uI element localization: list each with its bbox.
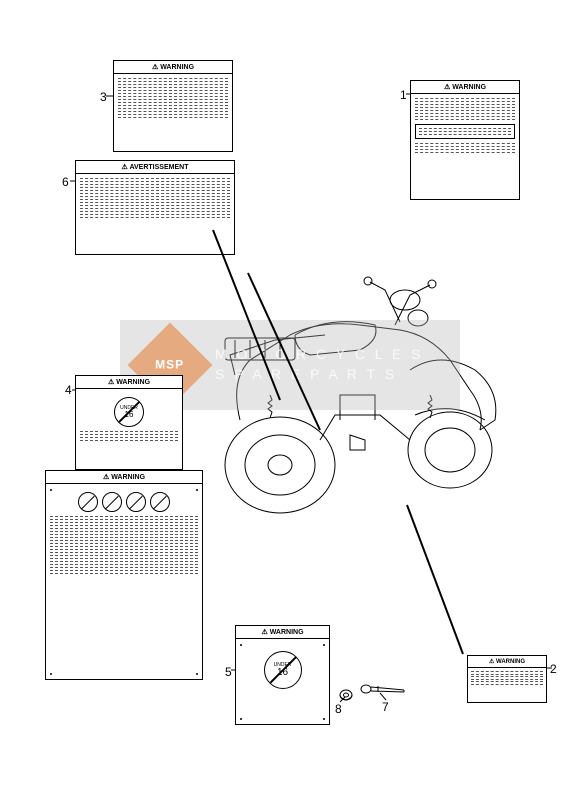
label-text-lines <box>76 174 234 222</box>
prohibition-icon <box>78 492 98 512</box>
warning-header: ⚠ WARNING <box>236 626 329 639</box>
callout-3: 3 <box>100 90 107 104</box>
warning-label-5: ⚠ WARNING UNDER 16 <box>235 625 330 725</box>
warning-label-1: ⚠ WARNING <box>410 80 520 200</box>
warning-header: ⚠ WARNING <box>114 61 232 74</box>
under-16-icon: UNDER 16 <box>114 397 144 427</box>
warning-label-4-top: ⚠ WARNING UNDER 16 <box>75 375 183 470</box>
atv-illustration <box>200 240 520 520</box>
warning-header: ⚠ WARNING <box>46 471 202 484</box>
callout-4: 4 <box>65 383 72 397</box>
callout-8: 8 <box>335 702 342 716</box>
warning-header: ⚠ WARNING <box>411 81 519 94</box>
label-body <box>46 484 202 578</box>
label-text-lines <box>114 74 232 122</box>
prohibition-icon <box>126 492 146 512</box>
avertissement-header: ⚠ AVERTISSEMENT <box>76 161 234 174</box>
rivet-part-7 <box>360 680 410 700</box>
callout-1: 1 <box>400 88 407 102</box>
prohibition-icon <box>150 492 170 512</box>
prohibition-icon <box>102 492 122 512</box>
label-text-lines <box>468 668 546 688</box>
warning-label-4-bottom: ⚠ WARNING <box>45 470 203 680</box>
label-body: UNDER 16 <box>76 389 182 445</box>
warning-header: ⚠ WARNING <box>76 376 182 389</box>
callout-2: 2 <box>550 662 557 676</box>
prohibition-icons-row <box>50 488 198 516</box>
callout-7: 7 <box>382 700 389 714</box>
watermark-badge-text: MSP <box>155 358 184 372</box>
callout-6: 6 <box>62 175 69 189</box>
label-body <box>411 94 519 157</box>
callout-5: 5 <box>225 665 232 679</box>
warning-label-2: ⚠ WARNING <box>467 655 547 703</box>
inner-text-box <box>415 124 515 139</box>
warning-label-3: ⚠ WARNING <box>113 60 233 152</box>
warning-header: ⚠ WARNING <box>468 656 546 668</box>
diagram-canvas: ⚠ WARNING ⚠ AVERTISSEMENT ⚠ WARNING <box>0 0 577 800</box>
under-16-icon: UNDER 16 <box>264 651 302 689</box>
label-body: UNDER 16 <box>236 639 329 693</box>
